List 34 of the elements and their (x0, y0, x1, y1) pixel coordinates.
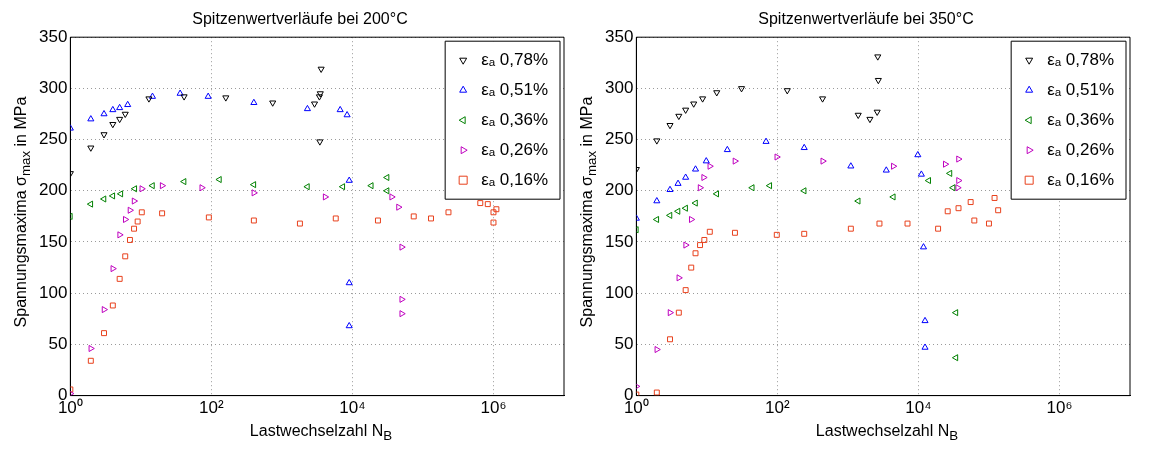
x-tick-label: 10² (199, 398, 225, 418)
legend-label: εₐ 0,16% (1047, 169, 1115, 189)
legend-label: εₐ 0,36% (1047, 109, 1115, 129)
legend-label: εₐ 0,51% (1047, 79, 1115, 99)
y-tick-label: 250 (604, 129, 634, 149)
y-tick-label: 100 (604, 282, 634, 302)
chart-title: Spitzenwertverläufe bei 200°C (192, 10, 408, 28)
legend-label: εₐ 0,16% (481, 169, 549, 189)
y-tick-label: 350 (604, 26, 634, 46)
legend-label: εₐ 0,78% (1047, 49, 1115, 69)
legend-label: εₐ 0,36% (481, 109, 549, 129)
x-tick-label: 10⁶ (480, 398, 507, 418)
legend-label: εₐ 0,51% (481, 79, 549, 99)
x-tick-label: 10⁴ (905, 398, 932, 418)
y-tick-label: 200 (38, 180, 68, 200)
y-tick-label: 50 (48, 334, 68, 354)
y-tick-label: 300 (38, 78, 68, 98)
y-tick-label: 200 (604, 180, 634, 200)
legend-label: εₐ 0,26% (1047, 139, 1115, 159)
y-tick-label: 150 (604, 231, 634, 251)
x-axis-title: Lastwechselzahl N$_{B}$ (248, 420, 394, 445)
x-tick-label: 10² (765, 398, 791, 418)
x-tick-label: 10⁶ (1046, 398, 1073, 418)
legend-label: εₐ 0,78% (481, 49, 549, 69)
y-tick-label: 50 (614, 334, 634, 354)
legend-label: εₐ 0,26% (481, 139, 549, 159)
x-axis-title: Lastwechselzahl N$_{B}$ (814, 420, 960, 445)
y-tick-label: 100 (38, 282, 68, 302)
chart-title: Spitzenwertverläufe bei 350°C (758, 10, 974, 28)
y-tick-label: 250 (38, 129, 68, 149)
y-tick-label: 350 (38, 26, 68, 46)
y-tick-label: 150 (38, 231, 68, 251)
x-tick-label: 10⁴ (339, 398, 366, 418)
y-tick-label: 300 (604, 78, 634, 98)
